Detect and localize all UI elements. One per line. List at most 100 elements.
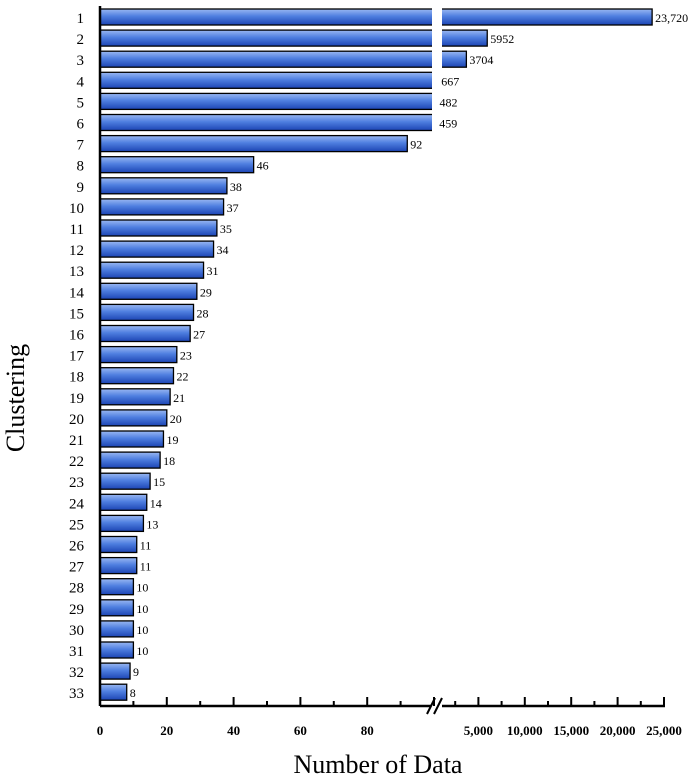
- value-label-1: 23,720: [655, 11, 688, 25]
- y-tick-label-17: 17: [69, 349, 85, 365]
- bar-25: [99, 514, 145, 533]
- x-tick-label-low-80: 80: [361, 723, 374, 738]
- y-tick-labels-group: 1234567891011121314151617181920212223242…: [69, 11, 85, 702]
- x-tick-label-low-40: 40: [227, 723, 240, 738]
- bar-10: [99, 198, 225, 216]
- value-label-22: 18: [163, 454, 175, 468]
- value-label-26: 11: [140, 539, 152, 553]
- value-label-12: 34: [217, 243, 229, 257]
- axis-break-mark-2: [433, 697, 443, 715]
- y-tick-label-3: 3: [77, 53, 85, 69]
- y-tick-label-22: 22: [69, 454, 84, 470]
- value-label-33: 8: [130, 686, 136, 700]
- y-tick-label-9: 9: [77, 180, 85, 196]
- x-tick-label-high-25,000: 25,000: [646, 723, 682, 738]
- bar-27: [99, 556, 138, 575]
- y-tick-label-14: 14: [69, 285, 85, 301]
- y-tick-label-5: 5: [77, 95, 85, 111]
- value-label-11: 35: [220, 222, 232, 236]
- y-tick-label-31: 31: [69, 644, 84, 660]
- y-axis-title: Clustering: [1, 344, 30, 452]
- y-tick-label-6: 6: [77, 117, 85, 133]
- value-label-14: 29: [200, 285, 212, 299]
- axis-break-gap: [432, 6, 442, 134]
- y-tick-label-21: 21: [69, 433, 84, 449]
- y-tick-label-8: 8: [77, 159, 85, 175]
- axis-break-gap-rect: [432, 6, 442, 134]
- value-label-27: 11: [140, 560, 152, 574]
- bar-4: [99, 71, 439, 89]
- x-tick-label-high-15,000: 15,000: [553, 723, 589, 738]
- x-tick-label-high-10,000: 10,000: [507, 723, 543, 738]
- bar-28: [99, 578, 135, 596]
- y-tick-label-11: 11: [70, 222, 84, 238]
- y-tick-label-19: 19: [69, 391, 84, 407]
- value-label-3: 3704: [469, 53, 493, 67]
- value-label-4: 667: [441, 74, 459, 88]
- bar-32: [99, 662, 131, 680]
- value-labels-group: 23,720 5952 3704 667 482 459 92 46 38 37 35 34 31 29 2…: [130, 11, 688, 700]
- y-tick-label-29: 29: [69, 602, 84, 618]
- value-label-9: 38: [230, 180, 242, 194]
- value-label-28: 10: [136, 581, 148, 595]
- y-tick-label-20: 20: [69, 412, 84, 428]
- bar-15: [99, 303, 195, 322]
- value-label-16: 27: [193, 328, 205, 342]
- x-tick-label-low-0: 0: [97, 723, 104, 738]
- value-label-25: 13: [146, 517, 158, 531]
- value-label-18: 22: [176, 370, 188, 384]
- value-label-8: 46: [257, 159, 269, 173]
- bar-7: [99, 134, 408, 153]
- value-label-7: 92: [410, 138, 422, 152]
- y-tick-label-27: 27: [69, 560, 85, 576]
- bar-16: [99, 324, 191, 343]
- bar-13: [99, 261, 205, 279]
- x-tick-label-high-20,000: 20,000: [600, 723, 636, 738]
- value-label-15: 28: [197, 306, 209, 320]
- bar-8: [99, 156, 255, 174]
- value-label-13: 31: [207, 264, 219, 278]
- bar-11: [99, 219, 218, 237]
- x-axis-title: Number of Data: [294, 750, 463, 779]
- bar-1: [99, 8, 653, 26]
- y-tick-label-2: 2: [77, 32, 85, 48]
- x-tick-label-high-5,000: 5,000: [464, 723, 493, 738]
- value-label-30: 10: [136, 623, 148, 637]
- value-label-23: 15: [153, 475, 165, 489]
- value-label-29: 10: [136, 602, 148, 616]
- bar-18: [99, 367, 175, 385]
- y-tick-label-28: 28: [69, 581, 84, 597]
- bar-5: [99, 92, 438, 111]
- y-tick-label-1: 1: [77, 11, 85, 27]
- value-label-2: 5952: [490, 32, 514, 46]
- value-label-31: 10: [136, 644, 148, 658]
- bar-3: [99, 50, 468, 68]
- x-tick-label-low-60: 60: [294, 723, 307, 738]
- y-tick-label-10: 10: [69, 201, 84, 217]
- y-tick-label-13: 13: [69, 264, 84, 280]
- value-label-20: 20: [170, 412, 182, 426]
- bar-29: [99, 599, 135, 617]
- y-tick-label-16: 16: [69, 328, 85, 344]
- value-label-10: 37: [227, 201, 239, 215]
- bar-26: [99, 535, 138, 554]
- bar-31: [99, 641, 135, 659]
- value-label-6: 459: [439, 117, 457, 131]
- y-tick-label-15: 15: [69, 306, 84, 322]
- bar-24: [99, 493, 148, 511]
- y-tick-label-25: 25: [69, 517, 84, 533]
- y-tick-label-32: 32: [69, 665, 84, 681]
- value-label-5: 482: [439, 95, 457, 109]
- y-tick-label-33: 33: [69, 686, 84, 702]
- axes-group: [98, 6, 665, 715]
- y-tick-label-23: 23: [69, 475, 84, 491]
- bar-23: [99, 472, 151, 490]
- bar-12: [99, 240, 215, 258]
- value-label-21: 19: [166, 433, 178, 447]
- y-tick-label-7: 7: [77, 138, 85, 154]
- y-tick-label-18: 18: [69, 370, 84, 386]
- x-tick-label-low-20: 20: [160, 723, 173, 738]
- bar-30: [99, 620, 135, 638]
- value-label-32: 9: [133, 665, 139, 679]
